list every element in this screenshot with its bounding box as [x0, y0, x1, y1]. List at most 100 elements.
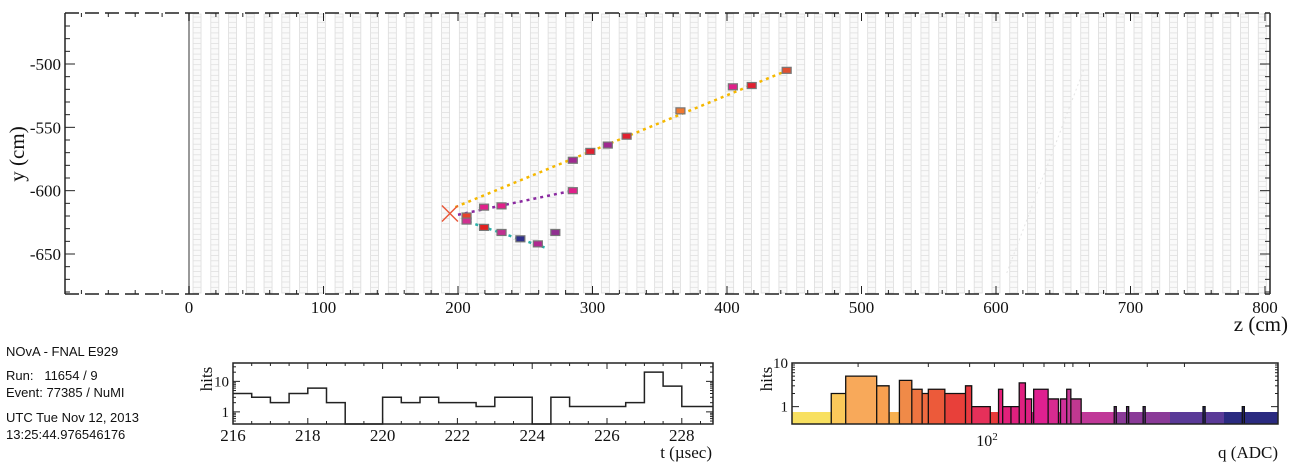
hit [585, 147, 596, 156]
charge-hist-bin [922, 393, 929, 424]
hit [478, 203, 490, 211]
charge-hist-bin [1033, 389, 1049, 424]
hit [781, 66, 792, 74]
detector-plane [778, 13, 788, 294]
x-tick-label: 300 [580, 298, 606, 317]
detector-plane [1204, 13, 1214, 294]
x-tick-label: 400 [714, 298, 740, 317]
charge-hist-bin [1048, 398, 1059, 424]
time-hist-line [233, 371, 713, 425]
charge-hist-bin [1070, 398, 1082, 424]
charge-y-tick-label: 1 [781, 400, 789, 416]
detector-plane [512, 13, 522, 294]
charge-hist-bin [911, 389, 923, 424]
detector-plane [725, 13, 735, 294]
charge-color-scale [1170, 412, 1225, 424]
x-tick-label: 800 [1252, 298, 1278, 317]
charge-hist-bin [899, 380, 912, 424]
detector-plane [210, 13, 220, 294]
detector-plane [671, 13, 681, 294]
charge-hist-bin [1066, 389, 1071, 424]
hit [550, 228, 561, 237]
time-tick-label: 226 [594, 426, 620, 445]
detector-plane [1098, 13, 1107, 294]
x-axis-label: z (cm) [1234, 312, 1288, 336]
detector-plane [316, 13, 326, 294]
event-value: 77385 / NuMI [46, 385, 125, 400]
detector-plane [494, 13, 504, 294]
detector-plane [476, 13, 486, 294]
run-value: 11654 / 9 [44, 368, 98, 383]
detector-plane [814, 13, 823, 294]
detector-plane [956, 13, 965, 294]
time-tick-label: 218 [295, 426, 321, 445]
hit [478, 223, 490, 232]
hit [567, 156, 578, 164]
y-tick-label: -550 [30, 118, 61, 137]
charge-hist-outline [830, 375, 1245, 424]
hit [532, 240, 543, 248]
detector-plane [228, 13, 237, 294]
detector-plane [263, 13, 273, 294]
event-info: Event: 77385 / NuMI [6, 384, 125, 401]
charge-hist-bin [944, 393, 966, 424]
detector-plane [334, 13, 344, 294]
hit [567, 187, 578, 195]
hit [496, 202, 507, 210]
hit [621, 132, 632, 140]
charge-hist-bin [1203, 406, 1206, 424]
hit [515, 235, 526, 243]
detector-plane [1257, 13, 1267, 294]
run-label: Run: [6, 368, 34, 383]
time-tick-label: 216 [220, 426, 246, 445]
detector-plane [618, 13, 628, 294]
detector-plane [1186, 13, 1196, 294]
detector-plane [689, 13, 699, 294]
x-tick-label: 500 [849, 298, 875, 317]
detector-plane [565, 13, 575, 294]
charge-hist-bin [1242, 406, 1245, 424]
detector-plane [370, 13, 379, 294]
hit [461, 217, 472, 225]
detector-plane [547, 13, 557, 294]
time-x-label: t (µsec) [660, 443, 712, 462]
y-tick-label: -600 [30, 182, 61, 201]
detector-plane [281, 13, 291, 294]
time-y-tick-label: 10 [214, 374, 229, 390]
detector-plane [352, 13, 362, 294]
detector-plane [760, 13, 770, 294]
x-tick-label: 700 [1118, 298, 1144, 317]
charge-hist-bin [1114, 406, 1117, 424]
detector-plane [405, 13, 415, 294]
event-label: Event: [6, 385, 43, 400]
charge-hist-bin [1010, 406, 1020, 424]
charge-hist-bin [1002, 406, 1011, 424]
detector-plane [529, 13, 539, 294]
detector-plane [1133, 13, 1143, 294]
charge-hist-bin [1025, 398, 1032, 424]
detector-plane [920, 13, 930, 294]
detector-plane [1027, 13, 1036, 294]
detector-plane [458, 13, 468, 294]
charge-hist-bin [971, 406, 991, 424]
detector-plane [743, 13, 752, 294]
detector-plane [600, 13, 610, 294]
time-tick-label: 224 [519, 426, 545, 445]
charge-color-scale [1224, 412, 1279, 424]
detector-plane [245, 13, 255, 294]
charge-hist-bin [845, 376, 877, 424]
time-tick-label: 222 [445, 426, 471, 445]
detector-plane [831, 13, 841, 294]
charge-y-label: hits [757, 367, 776, 392]
charge-hist-bin [876, 385, 890, 424]
y-tick-label: -500 [30, 55, 61, 74]
detector-plane [1222, 13, 1232, 294]
x-tick-label: 0 [185, 298, 194, 317]
x-tick-label: 200 [445, 298, 471, 317]
detector-plane [707, 13, 717, 294]
charge-x-label: q (ADC) [1218, 443, 1278, 462]
charge-hist-bin [928, 389, 945, 424]
detector-plane [423, 13, 433, 294]
detector-plane [1151, 13, 1161, 294]
